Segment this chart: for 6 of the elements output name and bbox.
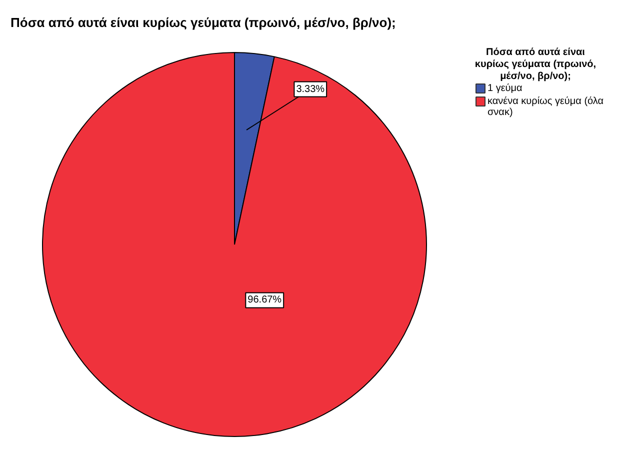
text: Πόσα από αυτά είναι κυρίως γεύματα (πρωινό, μέσ/νο, βρ/νο); [474,47,596,82]
data-label: 3.33% [296,84,325,95]
legend-label: 1 γεύμα [488,83,523,94]
data-label: 96.67% [248,294,282,306]
legend-label: κανένα κυρίως γεύμα (όλα σνακ) [488,96,604,118]
legend-title: Πόσα από αυτά είναι κυρίως γεύματα (πρωινό, μέσ/νο, βρ/νο); [10,15,396,30]
